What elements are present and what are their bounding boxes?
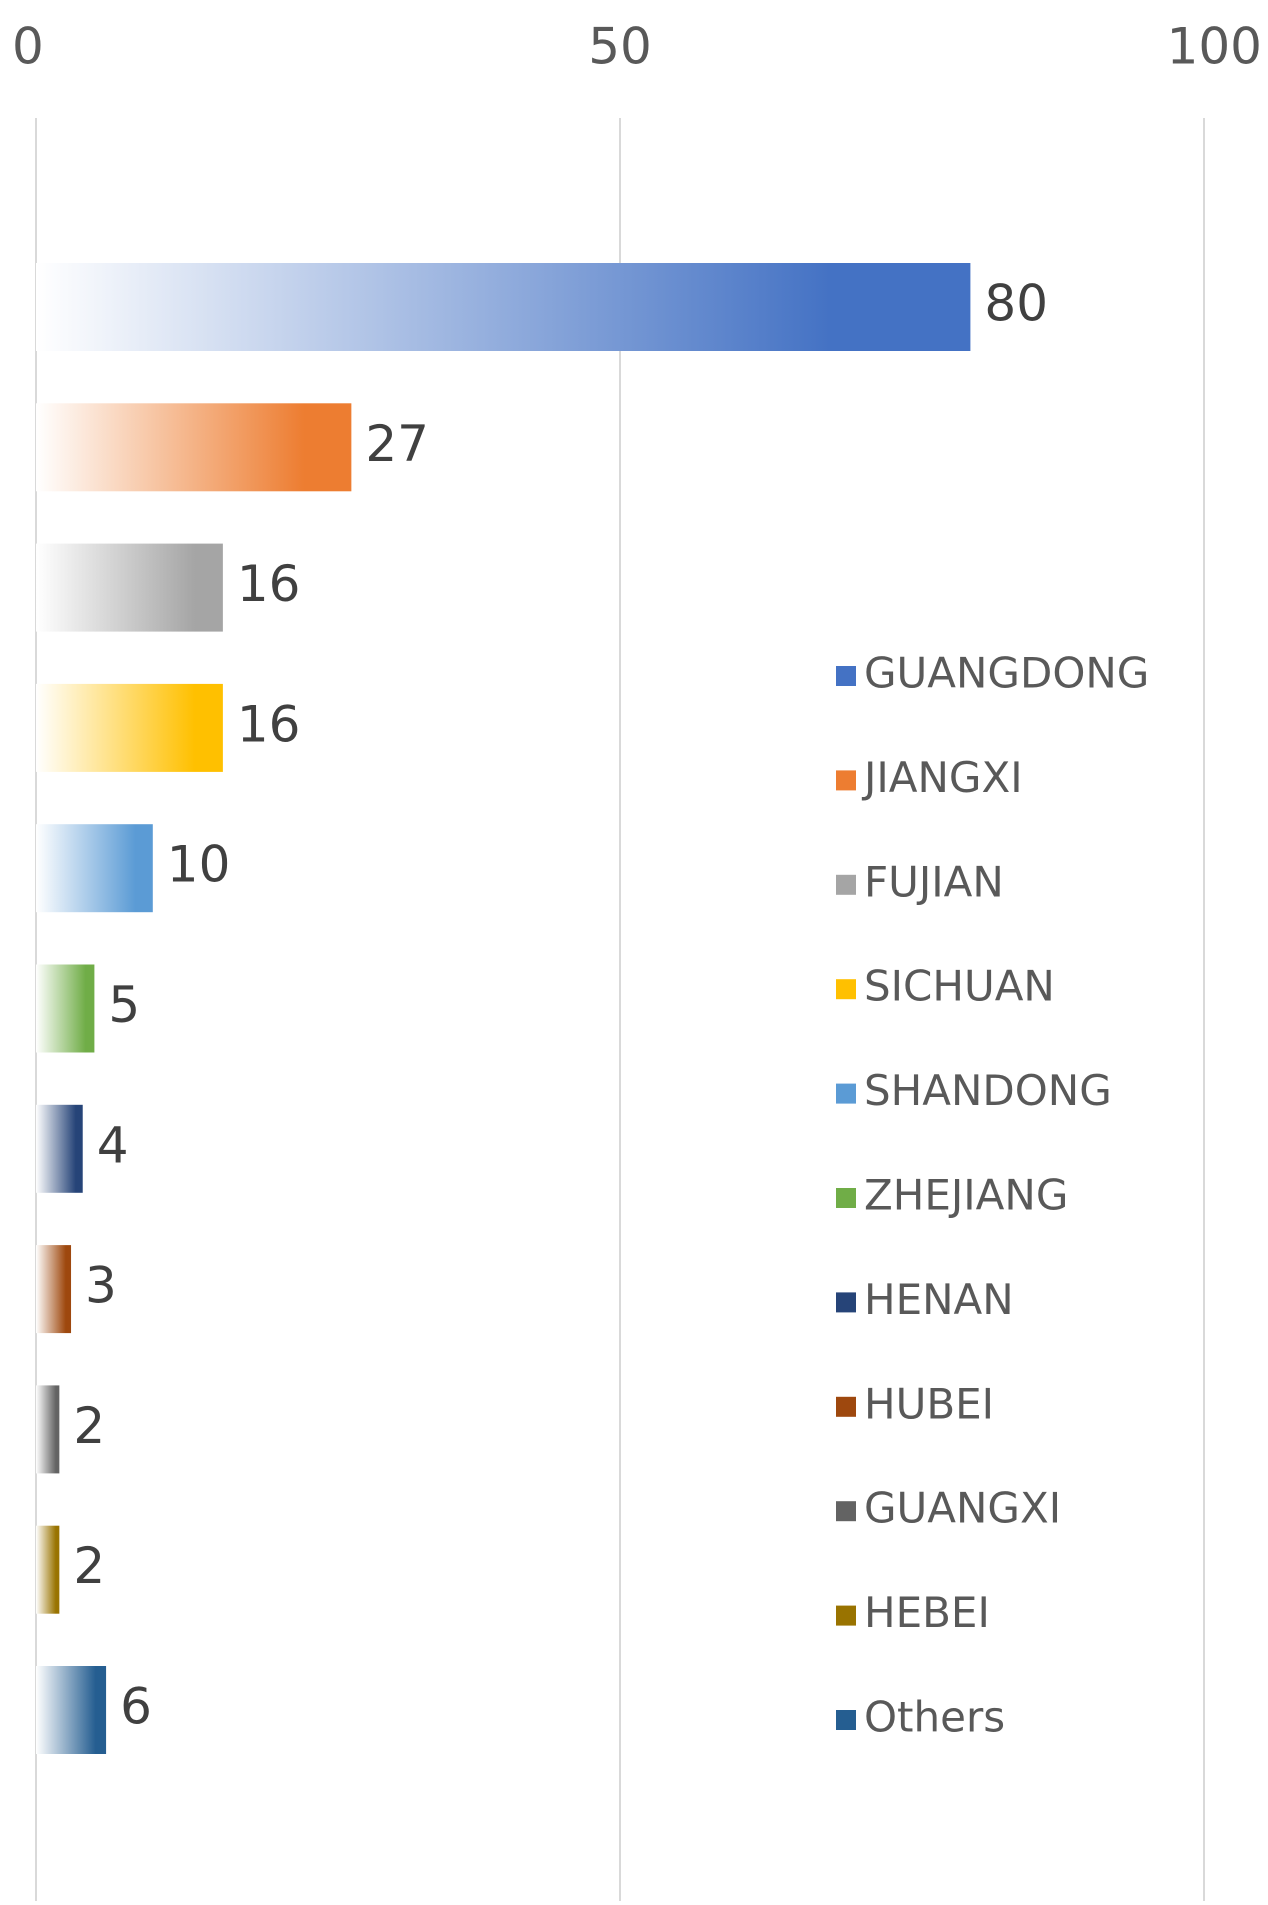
legend-swatch [836,1083,856,1104]
legend-label: ZHEJIANG [864,1171,1068,1220]
data-label: 6 [120,1678,152,1736]
data-label: 10 [167,836,231,894]
bar [36,824,153,913]
legend-swatch [836,979,856,1000]
bar [36,1666,107,1754]
legend-label: Others [864,1693,1005,1742]
legend-swatch [836,666,856,686]
legend-swatch [836,874,856,895]
bar [36,683,223,772]
bar [36,263,971,351]
legend-label: SHANDONG [864,1066,1112,1115]
data-label: 2 [73,1397,105,1455]
x-tick-label: 0 [12,18,44,76]
legend-label: HEBEI [864,1588,990,1637]
legend-swatch [836,1501,856,1522]
data-label: 3 [85,1257,117,1315]
legend-label: GUANGDONG [864,649,1149,698]
legend-swatch [836,1710,856,1730]
legend-swatch [836,1605,856,1626]
legend-label: HUBEI [864,1379,994,1428]
data-label: 80 [984,275,1048,333]
data-label: 5 [108,976,140,1034]
legend-label: JIANGXI [861,753,1023,802]
legend-label: HENAN [864,1275,1014,1324]
data-label: 2 [73,1537,105,1595]
x-tick-label: 50 [588,18,652,76]
data-label: 27 [365,415,429,473]
bar [36,1245,72,1334]
legend-label: FUJIAN [864,857,1004,906]
legend-swatch [836,1396,856,1417]
legend-swatch [836,1292,856,1313]
bar [36,1525,60,1614]
bar [36,1385,60,1474]
bar [36,543,223,632]
data-label: 16 [237,555,301,613]
legend-swatch [836,1188,856,1208]
legend-label: SICHUAN [864,962,1055,1011]
data-label: 16 [237,695,301,753]
x-tick-label: 100 [1167,18,1262,76]
legend-swatch [836,770,856,791]
bar [36,964,95,1053]
bar [36,1104,83,1193]
bar [36,403,352,492]
legend-label: GUANGXI [864,1484,1061,1533]
data-label: 4 [97,1116,129,1174]
